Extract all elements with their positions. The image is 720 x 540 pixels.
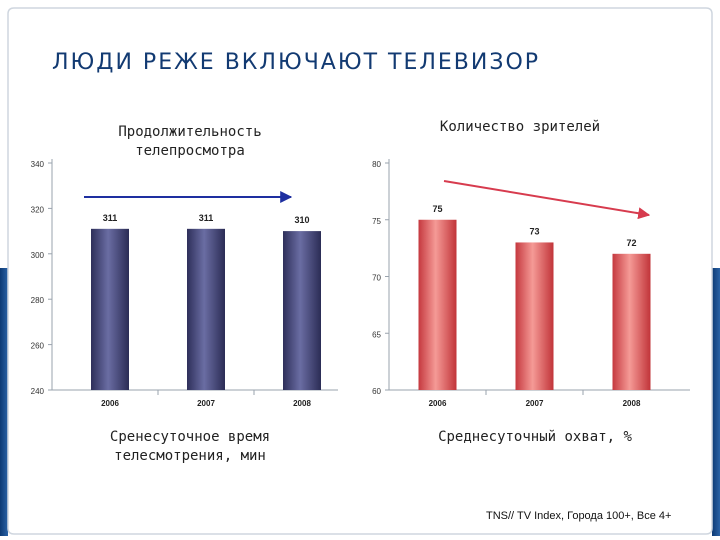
left-edge-band bbox=[0, 268, 8, 536]
chart-viewers-count: 80 75 70 65 60 75 2006 73 2007 72 2008 bbox=[372, 159, 690, 408]
chart-viewing-duration: 340 320 300 280 260 240 311 2006 311 2007 310 2008 bbox=[31, 159, 338, 408]
source-note: TNS// TV Index, Города 100+, Все 4+ bbox=[486, 510, 672, 522]
y-tick-label: 340 bbox=[31, 160, 45, 169]
y-tick-label: 280 bbox=[31, 296, 45, 305]
bar-2006 bbox=[418, 219, 457, 390]
bar-2008 bbox=[283, 231, 321, 390]
x-tick-label: 2008 bbox=[623, 399, 641, 408]
y-tick-label: 300 bbox=[31, 251, 45, 260]
data-label: 311 bbox=[103, 213, 118, 223]
chart-right-title: Количество зрителей bbox=[439, 119, 601, 135]
data-label: 73 bbox=[529, 226, 539, 236]
bar-2006 bbox=[91, 228, 129, 390]
bar-2007 bbox=[187, 228, 225, 390]
x-tick-label: 2007 bbox=[197, 399, 215, 408]
y-tick-label: 320 bbox=[31, 205, 45, 214]
x-tick-label: 2008 bbox=[293, 399, 311, 408]
chart-left-subtitle: Сренесуточное время телесмотрения, мин bbox=[109, 429, 271, 464]
bar-2008 bbox=[612, 253, 651, 390]
chart-right-subtitle: Среднесуточный охват, % bbox=[438, 429, 632, 445]
slide-frame bbox=[7, 7, 713, 535]
y-tick-label: 240 bbox=[31, 387, 45, 396]
bar-2007 bbox=[515, 242, 554, 390]
y-tick-label: 70 bbox=[372, 274, 381, 283]
y-tick-label: 65 bbox=[372, 330, 381, 339]
x-tick-label: 2006 bbox=[429, 399, 447, 408]
data-label: 310 bbox=[294, 215, 309, 225]
y-tick-label: 80 bbox=[372, 160, 381, 169]
right-edge-band bbox=[712, 268, 720, 536]
x-tick-label: 2006 bbox=[101, 399, 119, 408]
chart-left-title: Продолжительность телепросмотра bbox=[118, 124, 262, 159]
data-label: 75 bbox=[432, 204, 442, 214]
trend-arrow bbox=[443, 180, 651, 220]
data-label: 72 bbox=[626, 238, 636, 248]
data-label: 311 bbox=[199, 213, 214, 223]
page-title: ЛЮДИ РЕЖЕ ВКЛЮЧАЮТ ТЕЛЕВИЗОР bbox=[52, 50, 541, 75]
y-tick-label: 260 bbox=[31, 342, 45, 351]
y-tick-label: 75 bbox=[372, 217, 381, 226]
x-tick-label: 2007 bbox=[526, 399, 544, 408]
y-tick-label: 60 bbox=[372, 387, 381, 396]
